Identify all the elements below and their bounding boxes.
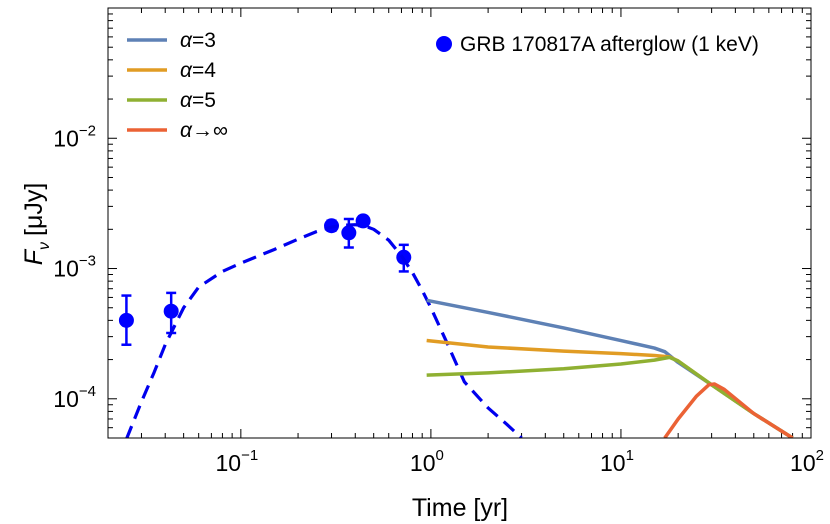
- x-tick-label: 100: [410, 447, 444, 476]
- tick-labels: 10−1 100 101 102 10−4 10−3 10−2: [53, 122, 824, 476]
- point-marker: [163, 303, 179, 319]
- legend-item: α→∞: [127, 119, 228, 142]
- y-label-symbol: F: [20, 248, 48, 265]
- model-curve: [426, 298, 794, 438]
- legend-item: α=5: [127, 89, 216, 112]
- legend-item: α=4: [127, 59, 216, 82]
- legend-label: α=5: [180, 89, 216, 112]
- data-point: [163, 291, 179, 335]
- legend-right: GRB 170817A afterglow (1 keV): [436, 33, 759, 56]
- y-tick-label: 10−3: [53, 253, 96, 282]
- legend-left: α=3 α=4 α=5 α→∞: [127, 29, 228, 142]
- model-curve: [426, 355, 794, 438]
- model-curve: [426, 338, 794, 438]
- y-tick-label: 10−4: [53, 383, 96, 412]
- plot-frame: [107, 7, 812, 439]
- point-marker: [118, 312, 134, 328]
- legend-label: GRB 170817A afterglow (1 keV): [460, 33, 759, 56]
- x-tick-label: 102: [790, 447, 824, 476]
- legend-marker: [436, 36, 452, 52]
- svg-text:Fν[μJy]: Fν [μJy]: [20, 183, 53, 266]
- point-marker: [341, 225, 357, 241]
- model-curve: [663, 382, 794, 438]
- legend-label: α=3: [180, 29, 216, 52]
- legend-label: α=4: [180, 59, 216, 82]
- legend-label: α→∞: [180, 119, 228, 142]
- data-point: [118, 294, 134, 346]
- fit-curve: [125, 223, 523, 438]
- y-label-unit: [μJy]: [20, 183, 48, 236]
- y-axis-label: Fν [μJy]: [20, 183, 53, 266]
- y-tick-label: 10−2: [53, 122, 96, 151]
- x-axis-label: Time [yr]: [412, 494, 508, 522]
- series-layer: [118, 213, 794, 438]
- x-tick-label: 101: [600, 447, 634, 476]
- legend-item: GRB 170817A afterglow (1 keV): [436, 33, 759, 56]
- y-label-subscript: ν: [36, 242, 53, 250]
- x-tick-label: 10−1: [215, 447, 258, 476]
- legend-item: α=3: [127, 29, 216, 52]
